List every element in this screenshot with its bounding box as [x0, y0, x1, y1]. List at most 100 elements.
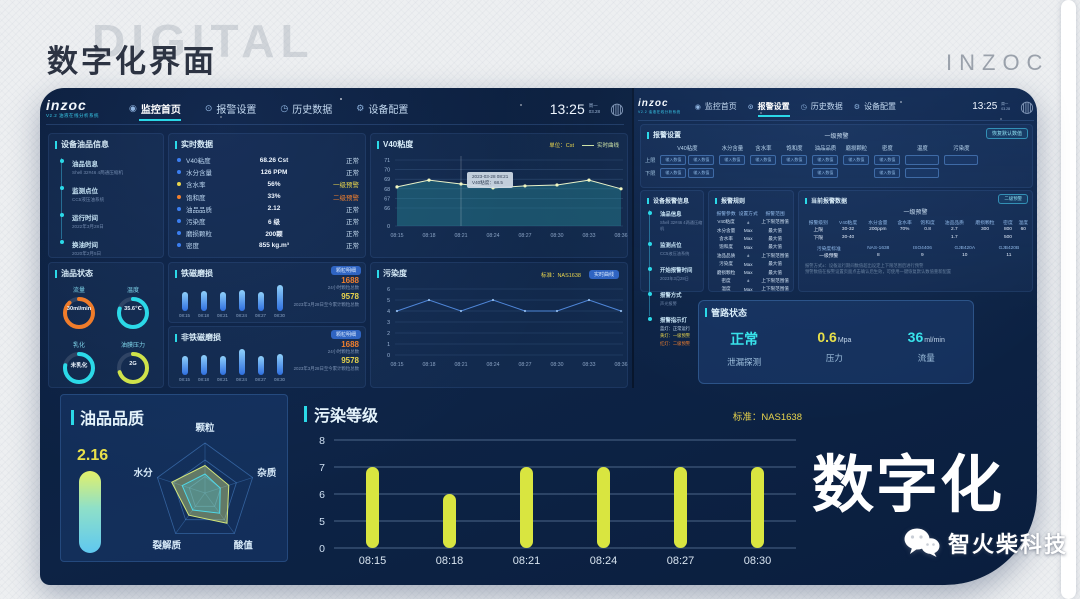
value-input[interactable]: 输入数值 [812, 155, 839, 165]
param-value: 6 级 [268, 219, 280, 227]
left-nav-1[interactable]: ◉ 监控首页 [129, 97, 181, 121]
table-cell: 30-32 [841, 227, 855, 233]
right-nav-3[interactable]: ◷ 历史数据 [801, 97, 843, 116]
table-cell: 11 [1006, 253, 1012, 259]
table-cell: 最大值 [768, 235, 782, 241]
value-input[interactable]: 输入数值 [750, 155, 777, 165]
standard-label: 标准：NAS1638 [540, 272, 581, 279]
grade-plot-area: 8 7 6 5 0 08:15 08:18 08:21 08:24 08:27 08:30 [298, 426, 808, 581]
table-row: 油品品质 ± 上下限范围值 [715, 252, 791, 260]
panel-title: 报警规则 [721, 199, 746, 205]
realtime-row: 密度 855 kg.m³ 正常 [169, 239, 365, 251]
info-item-value: 2022年3月28日 [72, 224, 104, 229]
svg-text:68: 68 [384, 187, 390, 193]
title-accent-bar [55, 140, 57, 149]
table-cell: 500 [1003, 234, 1012, 240]
value-input[interactable]: 输入数值 [688, 155, 715, 165]
clock-date: 周一 03.28 [1001, 102, 1010, 110]
device-icon: ⚙ [356, 103, 365, 113]
stat-total: 9578 [341, 356, 359, 365]
legend-realtime-curve[interactable]: 实时曲线 [588, 270, 619, 279]
left-dashboard-header: inzoc V2.2 油液在线分析系统 ◉ 监控首页 ⊙ 报警设置 ◷ 历史数据 ⚙ 设备配置 13… [46, 93, 624, 125]
svg-text:66: 66 [384, 206, 390, 212]
right-dashboard-header: inzoc V2.2 油液在线分析系统 ◉ 监控首页 ⊙ 报警设置 ◷ 历史数据 ⚙ 设备配置 13… [638, 93, 1034, 121]
wear-bar-label: 08:15 [179, 377, 190, 382]
scrollbar[interactable] [1061, 0, 1076, 599]
unit-label: 单位：Cst [549, 143, 574, 149]
gauge-label: 乳化 [72, 343, 85, 349]
status-dot [177, 158, 181, 163]
stat-24h-label: 24小时颗粒总数 [327, 349, 359, 354]
param-status: 正常 [346, 206, 359, 214]
table-cell: ± [746, 278, 750, 284]
legend-realtime-curve[interactable]: 实时曲线 [582, 141, 619, 149]
wear-bar [257, 356, 264, 375]
svg-text:71: 71 [384, 158, 390, 164]
svg-text:水分: 水分 [134, 467, 154, 479]
detail-badge[interactable]: 颗粒明细 [330, 266, 361, 275]
table-cell: 饱和度 [719, 244, 733, 250]
value-input[interactable]: 输入数值 [874, 155, 901, 165]
clock-time: 13:25 [549, 100, 585, 117]
wear-bar-label: 08:21 [217, 377, 228, 382]
ferro-wear-panel: 铁磁磨损 颗粒明细 08:15 08:18 08:21 08:24 08:27 08:30… [168, 262, 366, 323]
table-cell: Max [743, 244, 753, 250]
column-header: 水分含量 [868, 220, 888, 226]
signal-icon: ◍ [1020, 98, 1034, 116]
left-nav-4[interactable]: ⚙ 设备配置 [356, 97, 408, 120]
table-row: 一级预警 8 9 10 11 [803, 252, 1031, 260]
right-nav-4[interactable]: ⚙ 设备配置 [854, 97, 896, 116]
wear-bar-label: 08:24 [236, 313, 247, 318]
param-status: 正常 [346, 231, 359, 239]
left-nav-3[interactable]: ◷ 历史数据 [280, 97, 332, 120]
device-oil-info-panel: 设备油品信息 油品信息 Shell 32#46 4两通压缩机 监测点位 CC5液压油系… [48, 133, 164, 258]
clock-day: 03.28 [588, 108, 601, 114]
gauge-ring [117, 352, 149, 384]
table-cell: 最大值 [768, 244, 782, 250]
pipeline-status-panel: 管路状态 正常 泄漏探测 0.6Mpa 压力 36ml/min 流量 [698, 300, 974, 384]
v40-plot-area: 71 70 69 68 67 66 0 08:15 08:18 08:21 08:24 08:27 08… [371, 152, 629, 261]
alarm-icon: ⊙ [747, 103, 754, 111]
level2-badge[interactable]: 二级预警 [998, 194, 1028, 204]
svg-text:08:36: 08:36 [615, 362, 628, 368]
detail-badge[interactable]: 颗粒明细 [330, 330, 361, 339]
value-input[interactable] [905, 155, 940, 165]
lower-limit-label: 下限 [645, 170, 656, 177]
alarm-param-name: 温度 [916, 146, 928, 152]
oil-quality-panel: 油品品质 2.16 颗粒 杂质 酸值 裂解质 水分 [60, 394, 288, 562]
value-input[interactable]: 输入数值 [843, 155, 870, 165]
clock: 13:25 周一 03.28 [550, 101, 600, 117]
v40-line-chart: 71 70 69 68 67 66 008:15 08:18 08:21 08:24 08:27 08… [384, 156, 628, 239]
svg-text:08:21: 08:21 [513, 555, 541, 567]
indicator-line: 蓝灯：正常运行 [660, 325, 691, 331]
value-input[interactable] [944, 155, 979, 165]
left-nav-2[interactable]: ⊙ 报警设置 [205, 97, 257, 120]
value-input[interactable]: 输入数值 [688, 168, 715, 178]
value-input[interactable]: 输入数值 [812, 168, 839, 178]
wear-bar [181, 292, 188, 311]
value-input[interactable] [905, 168, 940, 178]
table-row: 水分含量 Max 最大值 [715, 226, 791, 234]
realtime-row: 污染度 6 级 正常 [169, 215, 365, 227]
indicator-line: 黄灯：一级预警 [660, 333, 691, 338]
alarm-param-name: 水分含量 [721, 146, 744, 152]
svg-text:69: 69 [384, 177, 390, 183]
svg-text:70: 70 [384, 168, 390, 174]
clock-weekday: 周一 [1001, 102, 1009, 107]
table-header-row: 报警参数 设置方式 报警范围 [715, 209, 791, 218]
table-cell: 上下限范围值 [761, 219, 789, 225]
wear-bar [238, 290, 245, 311]
value-input[interactable]: 输入数值 [874, 168, 901, 178]
value-input[interactable]: 输入数值 [660, 155, 687, 165]
value-input[interactable]: 输入数值 [781, 155, 808, 165]
reset-defaults-button[interactable]: 恢复默认数值 [985, 128, 1028, 139]
alarm-param-name: 油品品质 [814, 146, 837, 152]
right-nav-1[interactable]: ◉ 监控首页 [695, 97, 737, 116]
value-input[interactable]: 输入数值 [660, 168, 687, 178]
right-nav-2[interactable]: ⊙ 报警设置 [747, 97, 790, 117]
value-input[interactable]: 输入数值 [719, 155, 746, 165]
wear-bar [200, 291, 207, 311]
table-row: 上限 30-32 200ppm 70% 0.8 2.7 300 800 60 [803, 226, 1031, 234]
info-item-value: Shell 32#46 4两通压缩机 [660, 220, 703, 231]
info-item-label: 运行时间 [72, 215, 98, 222]
